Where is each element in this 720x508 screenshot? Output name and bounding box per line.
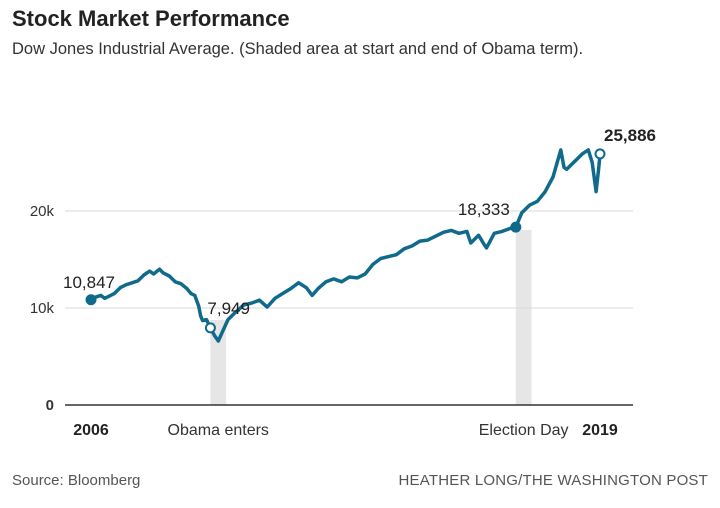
y-tick-label: 10k bbox=[30, 300, 55, 317]
annotation-label: 10,847 bbox=[63, 273, 115, 292]
shaded-region bbox=[210, 320, 227, 405]
region-label: Election Day bbox=[479, 422, 569, 439]
y-tick-label: 0 bbox=[46, 397, 54, 414]
shaded-region bbox=[515, 230, 532, 405]
annotation-label: 25,886 bbox=[604, 126, 656, 145]
source-note: Source: Bloomberg bbox=[12, 472, 141, 489]
chart-subtitle: Dow Jones Industrial Average. (Shaded ar… bbox=[12, 40, 584, 58]
annotation-marker bbox=[204, 322, 216, 334]
line-chart: 0 10k 20k 2006 2019 Obama enters Election Day 1… bbox=[30, 126, 656, 439]
annotation-label: 7,949 bbox=[207, 299, 250, 318]
annotation-marker bbox=[85, 294, 97, 306]
x-tick-label: 2006 bbox=[73, 422, 109, 439]
credit-line: HEATHER LONG/THE WASHINGTON POST bbox=[398, 472, 708, 489]
region-label: Obama enters bbox=[168, 422, 269, 439]
chart-title: Stock Market Performance bbox=[12, 6, 290, 31]
annotation-marker bbox=[594, 148, 606, 160]
annotation-label: 18,333 bbox=[458, 200, 510, 219]
x-tick-label: 2019 bbox=[582, 422, 618, 439]
y-tick-label: 20k bbox=[30, 203, 55, 220]
dow-jones-line bbox=[89, 148, 602, 343]
annotation-marker bbox=[510, 221, 522, 233]
